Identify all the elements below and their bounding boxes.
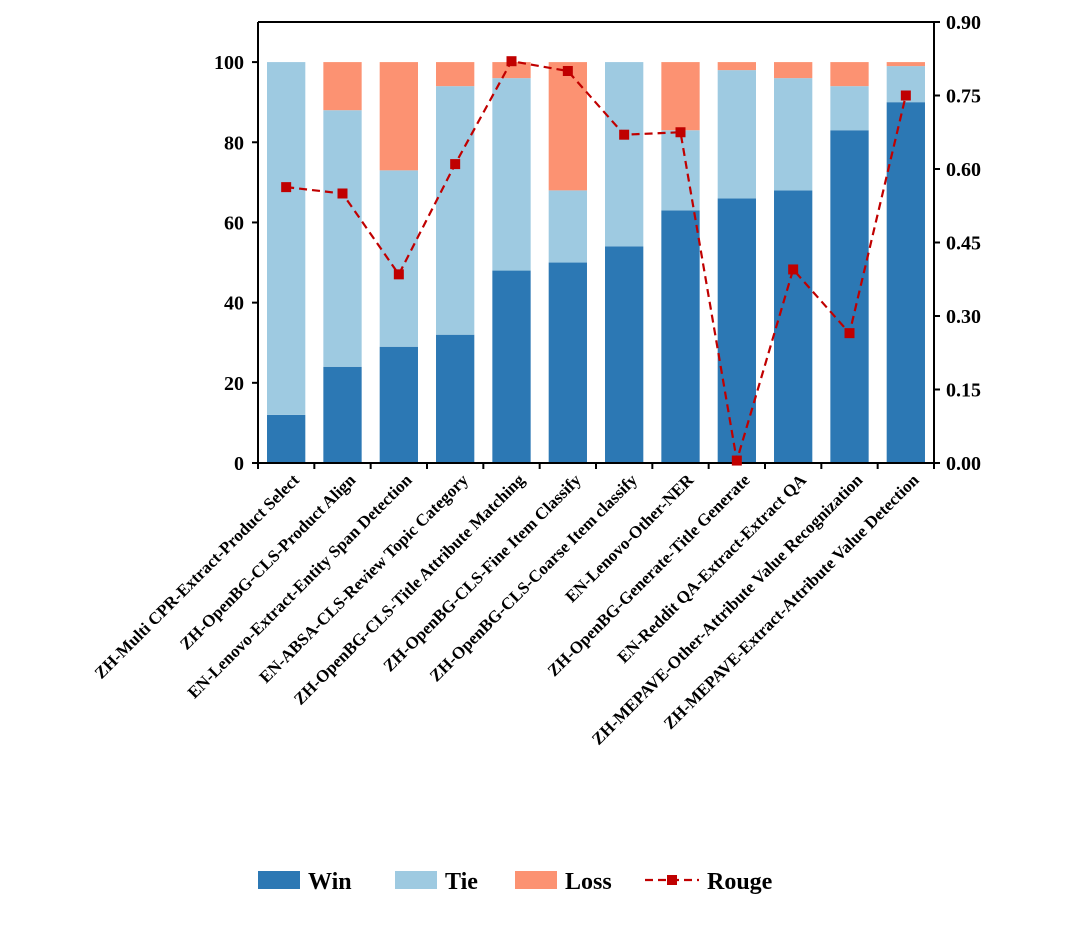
rouge-point-10 <box>788 264 799 275</box>
x-category-label-4: EN-ABSA-CLS-Review Topic Category <box>256 470 473 687</box>
bar-win-1 <box>267 414 306 463</box>
bar-win-8 <box>661 210 700 463</box>
rouge-point-1 <box>281 182 292 193</box>
bar-tie-4 <box>436 86 475 335</box>
bar-tie-5 <box>492 78 531 271</box>
bar-win-9 <box>717 198 756 463</box>
bar-win-3 <box>379 346 418 463</box>
bar-loss-10 <box>774 62 813 79</box>
y-left-tick-label-20: 20 <box>224 373 244 395</box>
rouge-line <box>286 59 907 461</box>
legend-label-tie: Tie <box>445 869 478 895</box>
rouge-point-11 <box>844 328 855 339</box>
bar-win-10 <box>774 190 813 463</box>
bar-win-4 <box>436 334 475 463</box>
bar-win-6 <box>548 262 587 463</box>
x-category-label-7: ZH-OpenBG-CLS-Coarse Item classify <box>426 470 641 685</box>
bar-tie-9 <box>717 70 756 199</box>
x-category-label-1: ZH-Multi CPR-Extract-Product Select <box>91 470 303 682</box>
x-category-label-9: ZH-OpenBG-Generate-Title Generate <box>544 470 754 680</box>
y-left-tick-label-0: 0 <box>234 453 244 475</box>
legend-label-win: Win <box>308 869 352 895</box>
rouge-point-6 <box>562 66 573 76</box>
x-category-label-12: ZH-MEPAVE-Extract-Attribute Value Detect… <box>660 470 923 733</box>
y-right-tick-label-0.90: 0.90 <box>946 12 981 34</box>
rouge-point-8 <box>675 127 686 138</box>
bar-tie-3 <box>379 170 418 347</box>
legend-label-rouge: Rouge <box>707 869 773 895</box>
bar-loss-6 <box>548 62 587 191</box>
rouge-point-12 <box>900 90 911 101</box>
bar-win-7 <box>605 246 644 463</box>
legend-marker-rouge <box>667 875 677 885</box>
bar-loss-5 <box>492 62 531 79</box>
bar-loss-12 <box>886 62 925 67</box>
x-category-label-11: ZH-MEPAVE-Other-Attribute Value Recogniz… <box>588 470 867 749</box>
bar-tie-6 <box>548 190 587 263</box>
bar-tie-2 <box>323 110 362 367</box>
bar-tie-10 <box>774 78 813 191</box>
bar-loss-11 <box>830 62 869 87</box>
rouge-point-9 <box>731 455 742 466</box>
y-left-tick-label-40: 40 <box>224 293 244 315</box>
legend-label-loss: Loss <box>565 869 612 895</box>
bar-tie-8 <box>661 130 700 211</box>
y-right-tick-label-0.30: 0.30 <box>946 306 981 328</box>
rouge-point-7 <box>619 129 630 140</box>
bar-win-11 <box>830 130 869 463</box>
bar-tie-11 <box>830 86 869 131</box>
bar-tie-7 <box>605 62 644 247</box>
y-left-tick-label-80: 80 <box>224 132 244 154</box>
bar-win-5 <box>492 270 531 463</box>
bar-win-12 <box>886 102 925 464</box>
legend-swatch-loss <box>515 871 557 889</box>
x-category-label-3: EN-Lenovo-Extract-Entity Span Detection <box>184 470 416 702</box>
y-right-tick-label-0.00: 0.00 <box>946 453 981 475</box>
rouge-point-2 <box>337 188 348 199</box>
legend-swatch-tie <box>395 871 437 889</box>
y-right-tick-label-0.15: 0.15 <box>946 380 981 402</box>
bar-tie-1 <box>267 62 306 415</box>
y-right-tick-label-0.75: 0.75 <box>946 86 981 108</box>
y-right-tick-label-0.60: 0.60 <box>946 159 981 181</box>
rouge-point-3 <box>393 269 404 280</box>
rouge-point-5 <box>506 56 517 67</box>
rouge-point-4 <box>450 159 461 170</box>
bar-loss-9 <box>717 62 756 71</box>
y-left-tick-label-60: 60 <box>224 212 244 234</box>
bar-loss-2 <box>323 62 362 111</box>
y-right-tick-label-0.45: 0.45 <box>946 233 981 255</box>
y-left-tick-label-100: 100 <box>214 52 244 74</box>
bar-loss-8 <box>661 62 700 131</box>
x-category-label-6: ZH-OpenBG-CLS-Fine Item Classify <box>380 470 585 675</box>
legend-swatch-win <box>258 871 300 889</box>
bar-loss-4 <box>436 62 475 87</box>
bar-loss-3 <box>379 62 418 171</box>
bar-win-2 <box>323 366 362 463</box>
